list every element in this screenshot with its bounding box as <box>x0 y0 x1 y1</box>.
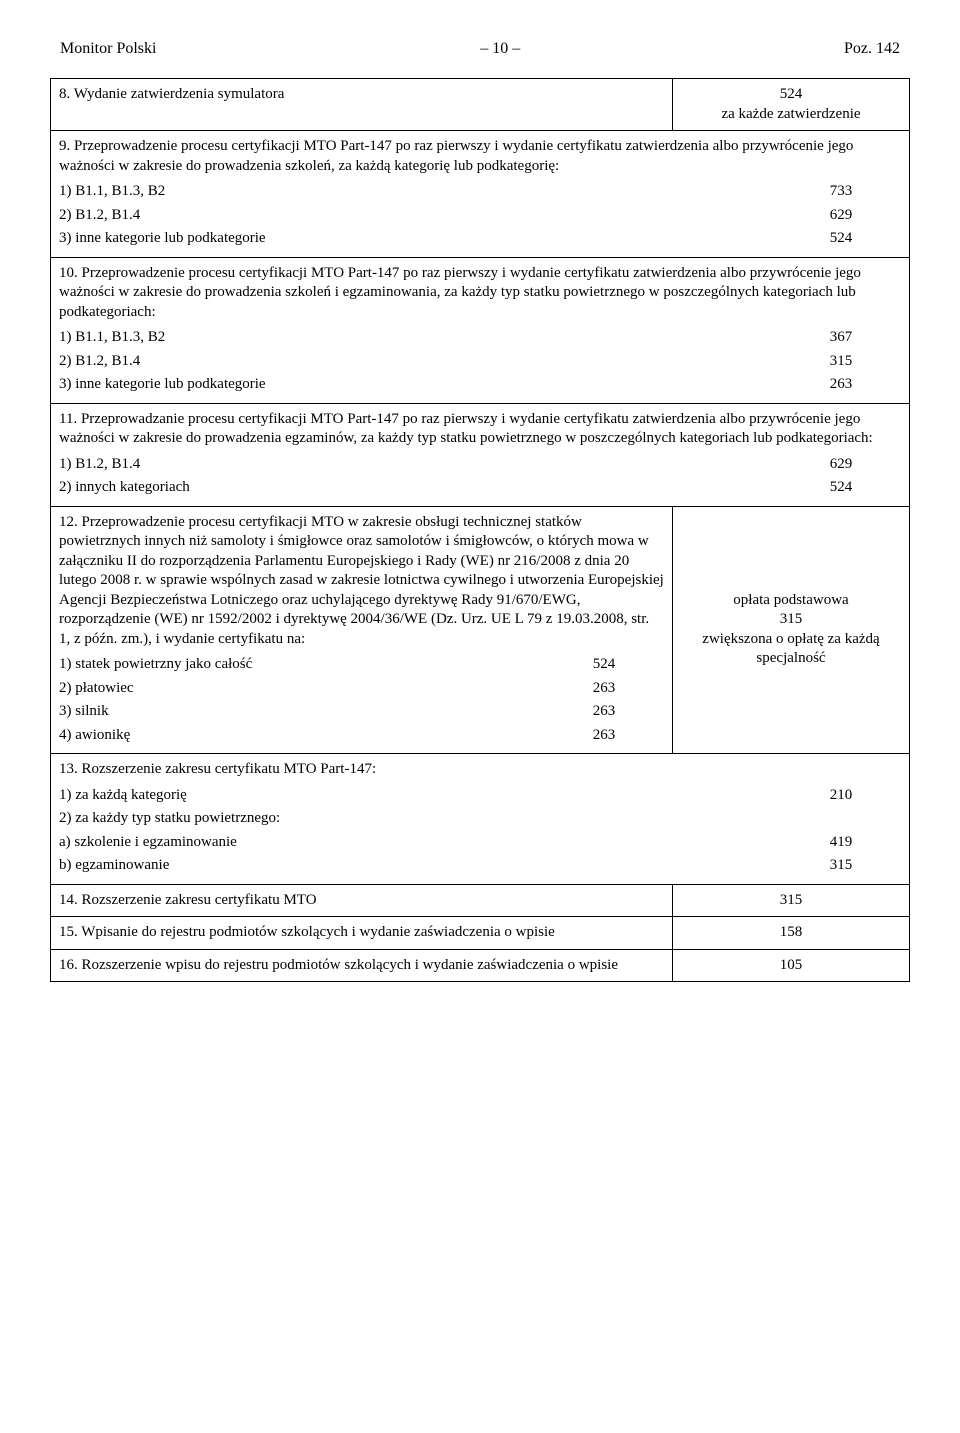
fee-table: 8. Wydanie zatwierdzenia symulatora524za… <box>50 78 910 982</box>
header-center: – 10 – <box>156 40 844 58</box>
header-left: Monitor Polski <box>60 40 156 58</box>
header-right: Poz. 142 <box>844 40 900 58</box>
